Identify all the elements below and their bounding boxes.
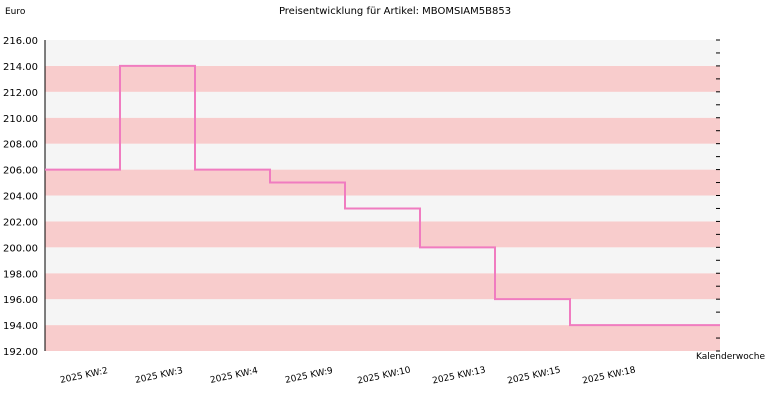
y-tick-label: 208.00 (3, 140, 38, 151)
y-tick-label: 198.00 (3, 269, 38, 280)
y-tick-label: 200.00 (3, 243, 38, 254)
right-tick-marks (716, 39, 720, 352)
background-band (45, 143, 720, 170)
x-tick-label: 2025 KW:15 (507, 366, 562, 387)
x-tick-label: 2025 KW:9 (284, 366, 334, 386)
x-tick-label: 2025 KW:10 (357, 365, 412, 386)
background-band (45, 117, 720, 144)
x-tick-label: 2025 KW:13 (432, 366, 487, 387)
y-tick-label: 206.00 (3, 166, 38, 177)
background-band (45, 65, 720, 92)
background-band (45, 273, 720, 300)
y-tick-label: 202.00 (3, 217, 38, 228)
background-bands (45, 40, 720, 351)
background-band (45, 221, 720, 248)
x-tick-label: 2025 KW:2 (59, 366, 109, 386)
y-tick-label: 194.00 (3, 321, 38, 332)
x-axis-unit-label: Kalenderwoche (696, 352, 765, 362)
x-axis-labels: 2025 KW:2 2025 KW:3 2025 KW:4 2025 KW:9 2025… (59, 365, 637, 386)
y-axis-unit-label: Euro (5, 7, 26, 17)
y-tick-label: 214.00 (3, 62, 38, 73)
series-group (45, 64, 720, 327)
y-tick-label: 196.00 (3, 295, 38, 306)
background-band (45, 40, 720, 66)
y-tick-label: 204.00 (3, 192, 38, 203)
x-tick-label: 2025 KW:3 (134, 366, 184, 386)
background-band (45, 91, 720, 118)
y-tick-label: 210.00 (3, 114, 38, 125)
y-tick-label: 212.00 (3, 88, 38, 99)
background-band (45, 325, 720, 351)
price-series-line (45, 64, 720, 327)
y-tick-label: 192.00 (3, 347, 38, 358)
background-band (45, 299, 720, 326)
x-tick-label: 2025 KW:4 (209, 366, 259, 386)
y-tick-label: 216.00 (3, 36, 38, 47)
y-axis: 192.00 194.00 196.00 198.00 200.00 202.00 204.… (3, 36, 46, 358)
background-band (45, 169, 720, 196)
background-band (45, 247, 720, 274)
x-tick-label: 2025 KW:18 (582, 365, 637, 386)
chart-title: Preisentwicklung für Artikel: MBOMSIAM5B… (279, 6, 511, 17)
